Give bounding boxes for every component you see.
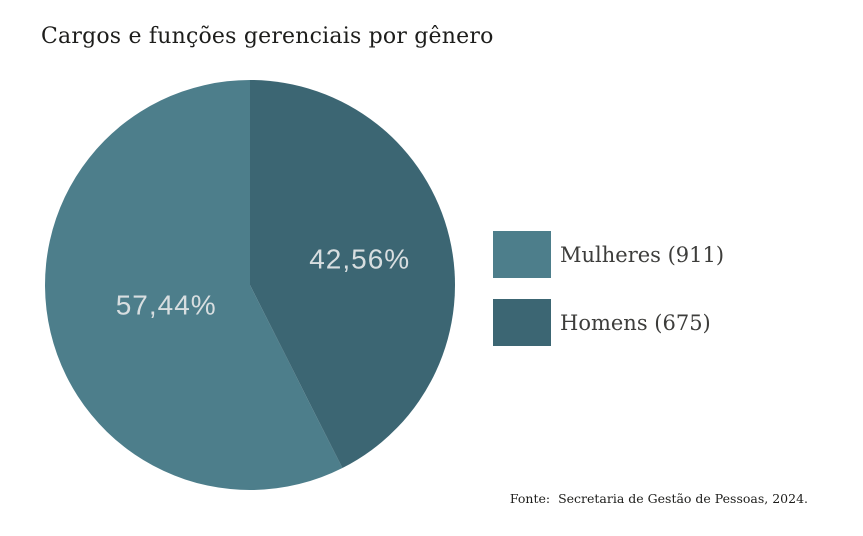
legend-swatch-mulheres <box>493 231 551 278</box>
legend-label-mulheres: Mulheres (911) <box>560 242 725 267</box>
source-note: Fonte: Secretaria de Gestão de Pessoas, … <box>509 491 808 506</box>
legend: Mulheres (911) Homens (675) <box>493 231 724 346</box>
legend-label-homens: Homens (675) <box>560 310 711 335</box>
legend-swatch-homens <box>493 299 551 346</box>
slice-percent-label-homens: 42,56% <box>309 243 410 274</box>
legend-item-homens: Homens (675) <box>493 299 724 346</box>
chart-title: Cargos e funções gerenciais por gênero <box>41 24 494 49</box>
pie-slice-homens <box>250 80 456 468</box>
slice-percent-label-mulheres: 57,44% <box>116 289 217 320</box>
legend-item-mulheres: Mulheres (911) <box>493 231 724 278</box>
pie-slice-mulheres <box>45 80 343 490</box>
